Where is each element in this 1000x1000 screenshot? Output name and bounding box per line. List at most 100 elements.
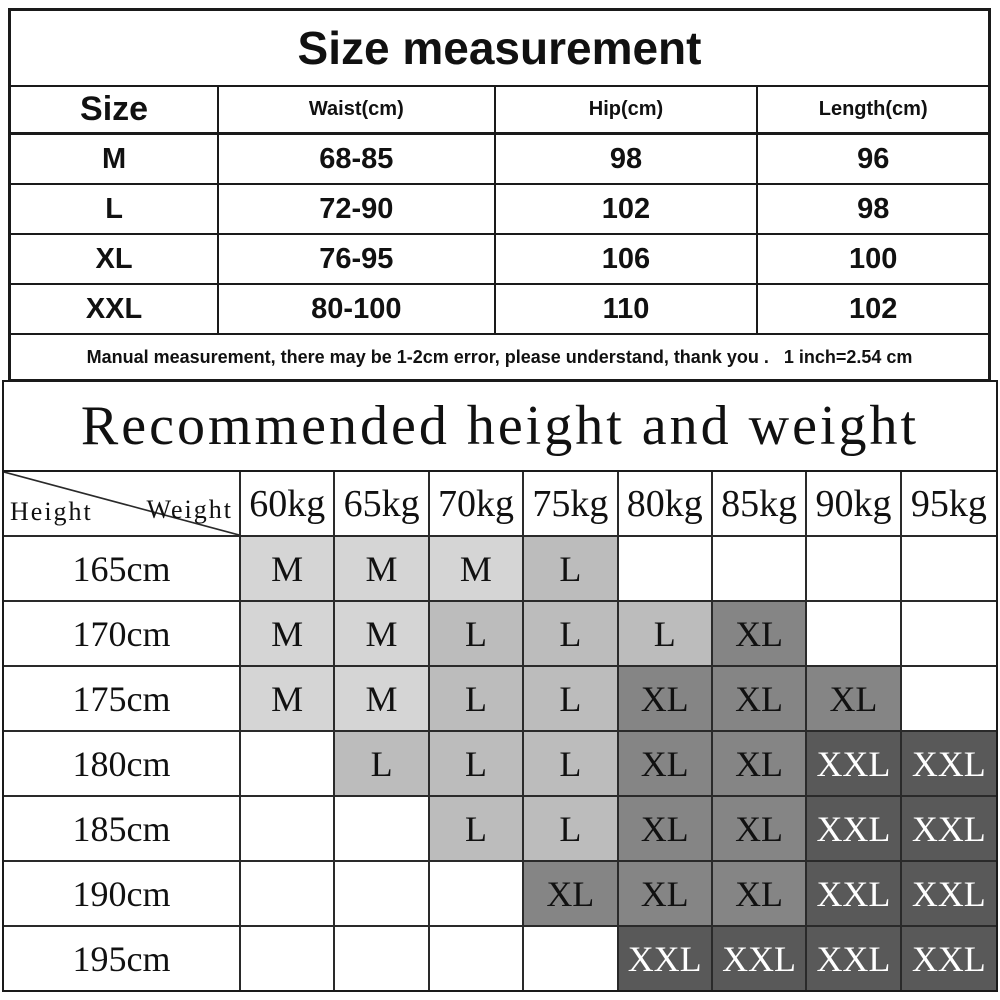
size-row-xxl: XXL 80-100 110 102 <box>11 285 988 335</box>
matrix-cell <box>335 927 430 990</box>
matrix-cell: XXL <box>901 797 996 860</box>
matrix-cell: M <box>335 667 430 730</box>
matrix-cell: XXL <box>901 927 996 990</box>
matrix-row-195cm: 195cm XXL XXL XXL XXL <box>4 927 996 990</box>
matrix-cell: M <box>241 537 336 600</box>
matrix-row-170cm: 170cm M M L L L XL <box>4 602 996 667</box>
matrix-cell <box>335 797 430 860</box>
matrix-cell: XXL <box>901 862 996 925</box>
matrix-cell: L <box>335 732 430 795</box>
matrix-cell: XXL <box>901 732 996 795</box>
matrix-cell: L <box>429 667 525 730</box>
matrix-cell: M <box>335 537 430 600</box>
matrix-cell: XL <box>618 732 713 795</box>
matrix-cell: L <box>524 537 619 600</box>
height-row-label: 175cm <box>4 667 241 730</box>
weight-col-header: 60kg <box>241 472 336 535</box>
matrix-cell: M <box>241 667 336 730</box>
matrix-cell: XL <box>712 797 808 860</box>
weight-col-header: 80kg <box>618 472 713 535</box>
matrix-row-185cm: 185cm L L XL XL XXL XXL <box>4 797 996 862</box>
matrix-cell <box>807 537 902 600</box>
length-cell: 98 <box>857 192 890 225</box>
matrix-cell <box>335 862 430 925</box>
matrix-cell: M <box>241 602 336 665</box>
waist-cell: 76-95 <box>219 235 496 283</box>
length-cell: 102 <box>849 292 898 325</box>
matrix-cell <box>241 732 336 795</box>
weight-col-header: 65kg <box>335 472 430 535</box>
matrix-cell: XL <box>807 667 902 730</box>
matrix-cell <box>901 537 996 600</box>
height-row-label: 185cm <box>4 797 241 860</box>
size-cell: L <box>11 185 220 233</box>
matrix-title: Recommended height and weight <box>4 382 996 472</box>
matrix-cell <box>712 537 808 600</box>
hip-cell: 106 <box>496 235 759 283</box>
matrix-cell <box>618 537 713 600</box>
weight-col-header: 85kg <box>712 472 808 535</box>
height-row-label: 190cm <box>4 862 241 925</box>
matrix-cell <box>429 862 525 925</box>
matrix-cell: L <box>524 602 619 665</box>
matrix-cell: XXL <box>807 797 902 860</box>
weight-axis-label: Weight <box>146 495 233 524</box>
size-table-title: Size measurement <box>11 11 988 87</box>
matrix-cell <box>241 862 336 925</box>
size-table-header-row: Size Waist(cm) Hip(cm) Length(cm) <box>11 87 988 135</box>
waist-cell: 72-90 <box>219 185 496 233</box>
size-row-m: M 68-85 98 96 <box>11 135 988 185</box>
size-cell: XXL <box>11 285 220 333</box>
waist-cell: 80-100 <box>219 285 496 333</box>
matrix-cell: XL <box>712 862 808 925</box>
matrix-cell: XL <box>618 862 713 925</box>
matrix-cell: L <box>429 602 525 665</box>
matrix-cell: L <box>524 797 619 860</box>
matrix-cell: L <box>524 667 619 730</box>
corner-cell: Height Weight <box>4 472 241 535</box>
hip-cell: 98 <box>496 135 759 183</box>
length-cell: 100 <box>849 242 898 275</box>
matrix-cell: L <box>524 732 619 795</box>
size-row-l: L 72-90 102 98 <box>11 185 988 235</box>
size-measurement-table: Size measurement Size Waist(cm) Hip(cm) … <box>8 8 991 382</box>
matrix-cell <box>901 667 996 730</box>
matrix-cell <box>807 602 902 665</box>
matrix-cell <box>524 927 619 990</box>
hip-cell: 110 <box>496 285 759 333</box>
matrix-cell: XL <box>712 667 808 730</box>
weight-col-header: 75kg <box>524 472 619 535</box>
hip-col-header: Hip(cm) <box>496 87 759 132</box>
matrix-cell <box>901 602 996 665</box>
matrix-cell <box>429 927 525 990</box>
matrix-cell <box>241 927 336 990</box>
matrix-row-190cm: 190cm XL XL XL XXL XXL <box>4 862 996 927</box>
size-col-header: Size <box>11 87 220 132</box>
matrix-row-165cm: 165cm M M M L <box>4 537 996 602</box>
weight-col-header: 95kg <box>901 472 996 535</box>
height-row-label: 180cm <box>4 732 241 795</box>
matrix-cell: M <box>429 537 525 600</box>
matrix-cell: XL <box>618 667 713 730</box>
matrix-cell <box>241 797 336 860</box>
height-axis-label: Height <box>10 497 93 526</box>
height-row-label: 165cm <box>4 537 241 600</box>
matrix-cell: L <box>618 602 713 665</box>
matrix-cell: XL <box>712 602 808 665</box>
waist-cell: 68-85 <box>219 135 496 183</box>
matrix-row-180cm: 180cm L L L XL XL XXL XXL <box>4 732 996 797</box>
matrix-cell: XXL <box>807 862 902 925</box>
height-weight-matrix: Recommended height and weight Height Wei… <box>2 380 998 992</box>
matrix-cell: XXL <box>807 732 902 795</box>
weight-col-header: 90kg <box>807 472 902 535</box>
matrix-cell: XL <box>712 732 808 795</box>
size-cell: M <box>11 135 220 183</box>
length-cell: 96 <box>857 142 890 175</box>
measurement-note: Manual measurement, there may be 1-2cm e… <box>86 346 913 367</box>
matrix-cell: XL <box>524 862 619 925</box>
matrix-cell: XL <box>618 797 713 860</box>
matrix-header-row: Height Weight 60kg 65kg 70kg 75kg 80kg 8… <box>4 472 996 537</box>
size-cell: XL <box>11 235 220 283</box>
matrix-cell: XXL <box>807 927 902 990</box>
diagonal-line <box>4 472 239 535</box>
